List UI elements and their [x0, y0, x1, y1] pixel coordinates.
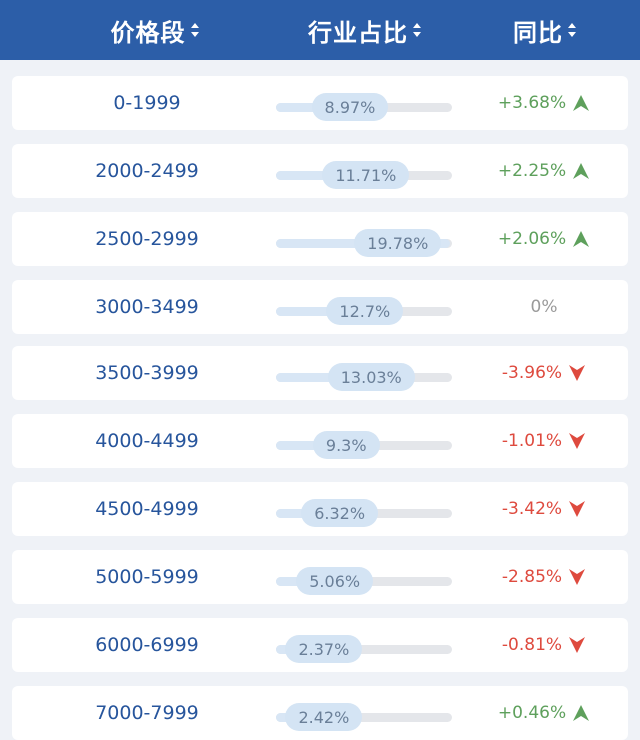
table-row[interactable]: 2500-2999 19.78% +2.06%: [12, 212, 628, 266]
header-share-label: 行业占比: [308, 18, 408, 47]
yoy-value: +0.46%: [497, 703, 567, 723]
sort-updown-icon: [567, 21, 577, 39]
yoy-value: 0%: [530, 297, 558, 317]
yoy-value: -0.81%: [501, 635, 563, 655]
table-row[interactable]: 5000-5999 5.06% -2.85%: [12, 550, 628, 604]
price-range-label: 4000-4499: [95, 430, 199, 452]
arrow-up-icon: [572, 704, 590, 722]
share-value-badge: 19.78%: [354, 229, 442, 257]
arrow-up-icon: [572, 162, 590, 180]
price-range-label: 3000-3499: [95, 296, 199, 318]
table-row[interactable]: 0-1999 8.97% +3.68%: [12, 76, 628, 130]
arrow-down-icon: [568, 636, 586, 654]
yoy-change: -1.01%: [484, 414, 604, 468]
sort-header-yoy[interactable]: 同比: [470, 0, 620, 60]
sort-header-share[interactable]: 行业占比: [270, 0, 460, 60]
share-value-badge: 2.42%: [285, 703, 363, 731]
price-range-label: 2500-2999: [95, 228, 199, 250]
arrow-up-icon: [572, 230, 590, 248]
arrow-up-icon: [572, 94, 590, 112]
yoy-change: -0.81%: [484, 618, 604, 672]
arrow-down-icon: [568, 364, 586, 382]
table-row[interactable]: 4000-4499 9.3% -1.01%: [12, 414, 628, 468]
yoy-change: 0%: [484, 280, 604, 334]
price-range-label: 6000-6999: [95, 634, 199, 656]
yoy-value: +2.06%: [497, 229, 567, 249]
price-range-label: 3500-3999: [95, 362, 199, 384]
yoy-change: +0.46%: [484, 686, 604, 740]
share-value-badge: 2.37%: [285, 635, 363, 663]
yoy-change: -3.42%: [484, 482, 604, 536]
yoy-value: -3.96%: [501, 363, 563, 383]
share-value-badge: 12.7%: [326, 297, 404, 325]
header-price-label: 价格段: [110, 18, 186, 47]
share-value-badge: 6.32%: [301, 499, 379, 527]
header-yoy-label: 同比: [513, 18, 563, 47]
table-row[interactable]: 7000-7999 2.42% +0.46%: [12, 686, 628, 740]
yoy-change: -3.96%: [484, 346, 604, 400]
arrow-down-icon: [568, 568, 586, 586]
sort-updown-icon: [412, 21, 422, 39]
price-range-label: 7000-7999: [95, 702, 199, 724]
share-value-badge: 9.3%: [312, 431, 380, 459]
sort-updown-icon: [190, 21, 200, 39]
yoy-value: +2.25%: [497, 161, 567, 181]
yoy-change: -2.85%: [484, 550, 604, 604]
yoy-change: +2.06%: [484, 212, 604, 266]
table-row[interactable]: 3000-3499 12.7% 0%: [12, 280, 628, 334]
yoy-change: +3.68%: [484, 76, 604, 130]
price-range-label: 2000-2499: [95, 160, 199, 182]
price-range-label: 4500-4999: [95, 498, 199, 520]
table-row[interactable]: 3500-3999 13.03% -3.96%: [12, 346, 628, 400]
price-range-label: 0-1999: [113, 92, 181, 114]
sort-header-price[interactable]: 价格段: [60, 0, 250, 60]
price-range-label: 5000-5999: [95, 566, 199, 588]
table-row[interactable]: 2000-2499 11.71% +2.25%: [12, 144, 628, 198]
table-row[interactable]: 6000-6999 2.37% -0.81%: [12, 618, 628, 672]
yoy-value: +3.68%: [497, 93, 567, 113]
share-value-badge: 8.97%: [311, 93, 389, 121]
yoy-change: +2.25%: [484, 144, 604, 198]
yoy-value: -1.01%: [501, 431, 563, 451]
table-header: 价格段 行业占比 同比: [0, 0, 640, 60]
share-value-badge: 13.03%: [327, 363, 415, 391]
yoy-value: -3.42%: [501, 499, 563, 519]
share-value-badge: 5.06%: [296, 567, 374, 595]
share-value-badge: 11.71%: [322, 161, 410, 189]
table-row[interactable]: 4500-4999 6.32% -3.42%: [12, 482, 628, 536]
arrow-down-icon: [568, 500, 586, 518]
arrow-down-icon: [568, 432, 586, 450]
yoy-value: -2.85%: [501, 567, 563, 587]
